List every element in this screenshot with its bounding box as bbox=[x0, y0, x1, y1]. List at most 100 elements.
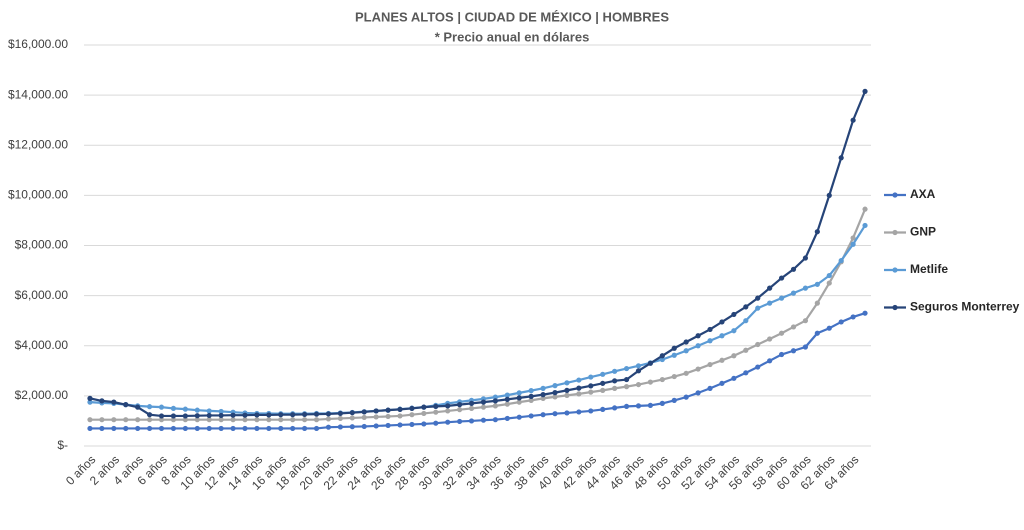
point bbox=[767, 285, 773, 291]
point bbox=[194, 407, 200, 413]
point bbox=[778, 351, 785, 358]
point bbox=[492, 398, 498, 404]
point bbox=[755, 341, 761, 348]
point bbox=[361, 409, 367, 415]
point bbox=[552, 394, 558, 400]
point bbox=[588, 383, 594, 389]
point bbox=[802, 318, 809, 324]
point bbox=[826, 325, 832, 331]
point bbox=[397, 406, 403, 413]
point bbox=[313, 411, 320, 417]
point bbox=[790, 324, 797, 330]
point bbox=[146, 404, 153, 410]
point bbox=[647, 402, 654, 408]
point bbox=[612, 378, 618, 384]
point bbox=[731, 353, 737, 359]
series-line bbox=[89, 224, 866, 415]
point bbox=[123, 402, 129, 408]
point bbox=[683, 348, 689, 354]
point bbox=[778, 295, 785, 301]
point bbox=[635, 368, 642, 374]
point bbox=[671, 397, 677, 403]
y-tick-label: $2,000.00 bbox=[15, 388, 69, 402]
point bbox=[635, 381, 642, 388]
point bbox=[87, 417, 93, 423]
point bbox=[540, 395, 546, 401]
point bbox=[647, 379, 654, 385]
y-tick-label: $- bbox=[57, 438, 68, 452]
point bbox=[516, 399, 522, 405]
point bbox=[99, 398, 105, 404]
point bbox=[409, 421, 415, 428]
point bbox=[659, 353, 665, 359]
point bbox=[755, 364, 761, 370]
point bbox=[158, 425, 165, 432]
point bbox=[290, 412, 296, 418]
point bbox=[635, 403, 642, 409]
point bbox=[731, 375, 737, 381]
point bbox=[135, 404, 141, 410]
point bbox=[731, 311, 737, 318]
point bbox=[337, 410, 343, 417]
point bbox=[278, 412, 284, 418]
point bbox=[361, 423, 367, 430]
point bbox=[600, 406, 606, 413]
point bbox=[743, 347, 749, 353]
point bbox=[755, 295, 761, 301]
point bbox=[111, 425, 117, 432]
point bbox=[600, 371, 606, 377]
chart-title: PLANES ALTOS | CIUDAD DE MÉXICO | HOMBRE… bbox=[355, 9, 669, 24]
point bbox=[457, 407, 463, 413]
point bbox=[349, 415, 355, 421]
point bbox=[552, 382, 558, 389]
point bbox=[457, 418, 463, 425]
point bbox=[862, 206, 868, 212]
point bbox=[683, 339, 689, 345]
point bbox=[87, 399, 93, 405]
point bbox=[731, 328, 737, 334]
legend-label: Metlife bbox=[910, 262, 948, 276]
point bbox=[540, 392, 546, 398]
y-tick-label: $12,000.00 bbox=[8, 137, 68, 151]
point bbox=[421, 410, 427, 417]
point bbox=[146, 417, 153, 423]
point bbox=[457, 402, 463, 408]
point bbox=[540, 412, 546, 418]
point bbox=[504, 415, 510, 422]
point bbox=[445, 408, 451, 414]
point bbox=[516, 390, 522, 396]
point bbox=[254, 425, 260, 432]
legend-label: GNP bbox=[910, 225, 936, 239]
legend-marker bbox=[892, 267, 898, 273]
point bbox=[540, 385, 546, 391]
point bbox=[612, 368, 618, 374]
y-tick-label: $6,000.00 bbox=[15, 288, 69, 302]
point bbox=[242, 425, 248, 432]
point bbox=[158, 404, 165, 410]
point bbox=[313, 417, 320, 423]
point bbox=[433, 420, 439, 426]
point bbox=[623, 384, 630, 390]
point bbox=[838, 257, 844, 264]
series-line bbox=[89, 90, 867, 418]
y-tick-label: $8,000.00 bbox=[15, 238, 69, 252]
point bbox=[719, 319, 725, 325]
point bbox=[409, 412, 415, 418]
point bbox=[266, 412, 272, 418]
point bbox=[504, 396, 510, 402]
point bbox=[492, 394, 498, 400]
legend-label: Seguros Monterrey bbox=[910, 300, 1020, 314]
point bbox=[111, 417, 117, 423]
point bbox=[683, 394, 689, 400]
point bbox=[182, 413, 188, 419]
point bbox=[492, 403, 498, 409]
point bbox=[850, 235, 856, 241]
point bbox=[671, 345, 677, 351]
point bbox=[206, 417, 212, 423]
point bbox=[623, 365, 630, 372]
y-tick-label: $14,000.00 bbox=[8, 87, 68, 101]
point bbox=[158, 413, 165, 419]
point bbox=[862, 310, 868, 316]
point bbox=[194, 425, 200, 432]
point bbox=[814, 281, 820, 287]
